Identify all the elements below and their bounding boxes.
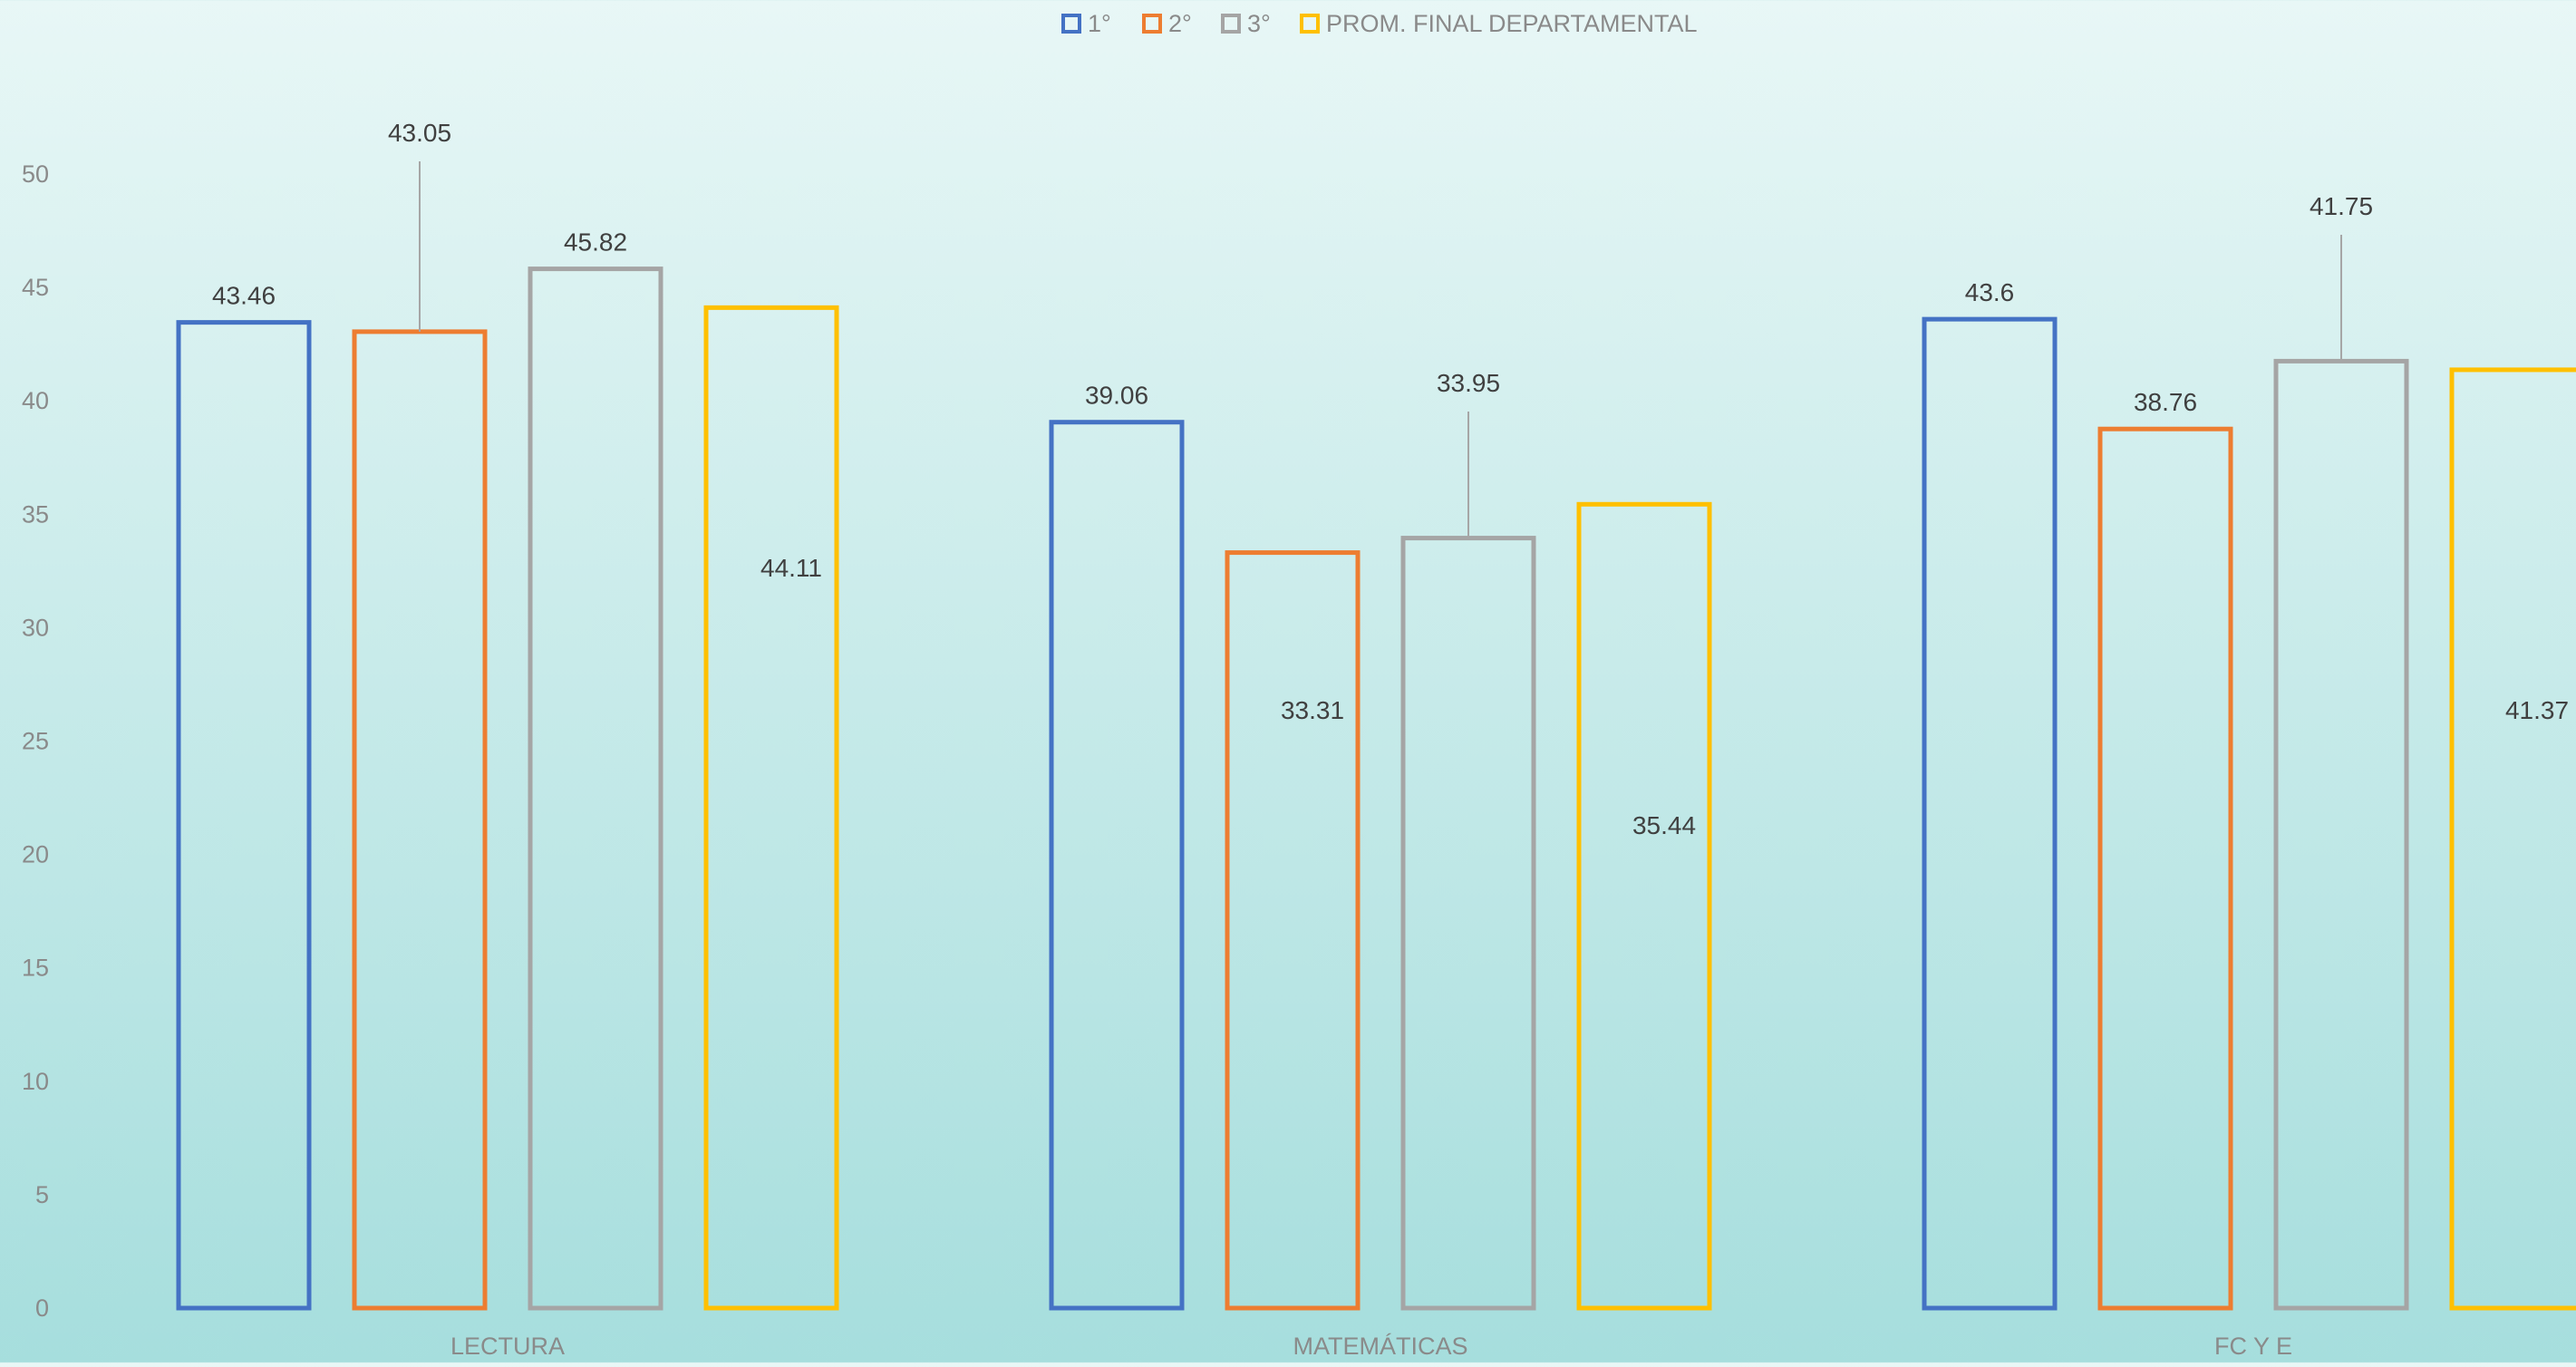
- data-label: 33.31: [1281, 696, 1344, 724]
- y-tick-label: 40: [22, 387, 49, 414]
- y-tick-label: 5: [35, 1181, 49, 1208]
- legend-swatch: [1061, 14, 1081, 34]
- legend-label: 2°: [1168, 10, 1192, 37]
- data-label: 41.37: [2505, 696, 2569, 724]
- data-label: 41.75: [2310, 192, 2373, 220]
- data-label: 43.05: [388, 119, 451, 147]
- bar: [1922, 316, 2058, 1311]
- x-category-label: FC Y E: [2214, 1333, 2292, 1360]
- legend-item: PROM. FINAL DEPARTAMENTAL: [1300, 10, 1698, 37]
- bar: [1400, 536, 1536, 1311]
- leader-lines: [419, 161, 2342, 538]
- y-tick-label: 35: [22, 500, 49, 528]
- legend-swatch: [1142, 14, 1162, 34]
- y-tick-label: 0: [35, 1294, 49, 1322]
- bar: [2449, 367, 2576, 1311]
- y-tick-label: 20: [22, 841, 49, 868]
- data-label: 33.95: [1437, 369, 1500, 397]
- data-labels: 43.46 39.06 43.6 43.05 33.31 38.76 45.82 33.95 4…: [212, 119, 2569, 839]
- x-axis: LECTURA MATEMÁTICAS FC Y E: [450, 1333, 2292, 1360]
- legend-label: PROM. FINAL DEPARTAMENTAL: [1326, 10, 1698, 37]
- data-label: 43.6: [1965, 278, 2015, 306]
- bar: [1225, 550, 1361, 1311]
- bar: [352, 329, 488, 1311]
- bars: [176, 267, 2576, 1311]
- y-tick-label: 50: [22, 160, 49, 188]
- legend-item: 2°: [1142, 10, 1192, 37]
- x-category-label: MATEMÁTICAS: [1293, 1333, 1467, 1360]
- legend-label: 1°: [1088, 10, 1111, 37]
- y-tick-label: 25: [22, 728, 49, 755]
- y-tick-label: 45: [22, 274, 49, 301]
- bar: [176, 320, 312, 1311]
- bar: [1576, 501, 1712, 1311]
- bar: [703, 305, 839, 1311]
- data-label: 39.06: [1085, 382, 1148, 410]
- x-category-label: LECTURA: [450, 1333, 565, 1360]
- bar: [528, 267, 663, 1311]
- data-label: 43.46: [212, 282, 276, 310]
- bar: [2097, 426, 2233, 1311]
- data-label: 45.82: [564, 228, 627, 257]
- legend-item: 3°: [1221, 10, 1271, 37]
- legend-swatch: [1300, 14, 1320, 34]
- data-label: 44.11: [760, 554, 822, 582]
- data-label: 38.76: [2134, 388, 2197, 416]
- y-axis: 0 5 10 15 20 25 30 35 40 45 50: [22, 160, 49, 1322]
- legend-label: 3°: [1247, 10, 1271, 37]
- y-tick-label: 10: [22, 1068, 49, 1095]
- y-tick-label: 30: [22, 614, 49, 641]
- data-label: 35.44: [1632, 811, 1696, 839]
- bar: [2273, 358, 2409, 1311]
- bar: [1049, 420, 1185, 1311]
- legend-item: 1°: [1061, 10, 1111, 37]
- legend: 1° 2° 3° PROM. FINAL DEPARTAMENTAL: [1061, 10, 1698, 37]
- y-tick-label: 15: [22, 955, 49, 982]
- legend-swatch: [1221, 14, 1241, 34]
